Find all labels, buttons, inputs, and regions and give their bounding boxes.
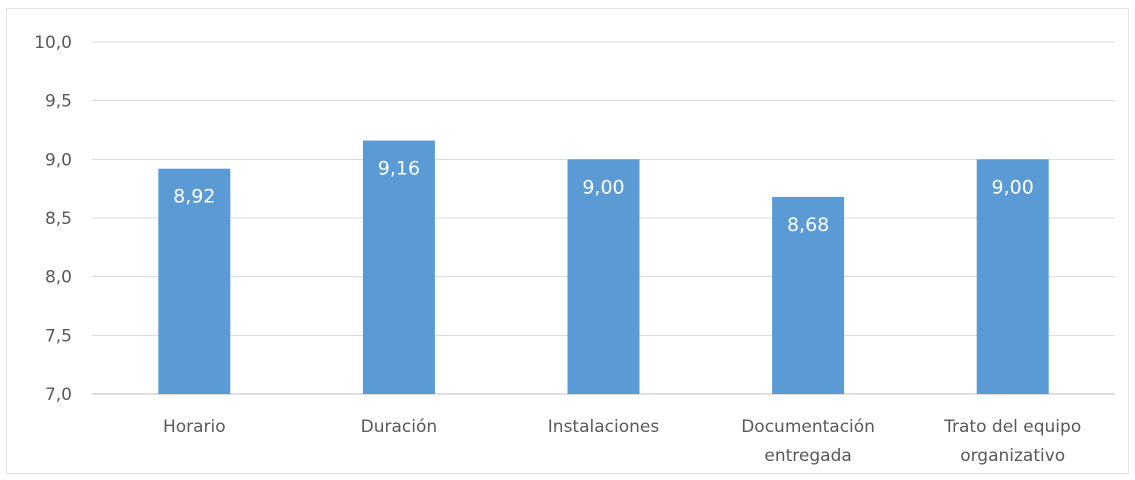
data-labels: 8,92 9,16 9,00 8,68 9,00	[173, 158, 1034, 236]
x-axis-category-labels: Horario Duración Instalaciones Documentació…	[163, 417, 1081, 466]
x-category-label: Horario	[163, 417, 226, 437]
y-tick-label: 7,0	[45, 385, 72, 405]
data-label: 9,00	[992, 176, 1034, 198]
x-category-label: Duración	[361, 417, 438, 437]
y-tick-label: 8,5	[45, 209, 72, 229]
x-category-label: Instalaciones	[548, 417, 660, 437]
bars	[158, 140, 1049, 394]
bar	[158, 168, 231, 394]
y-tick-label: 8,0	[45, 268, 72, 288]
data-label: 8,92	[173, 186, 215, 208]
data-label: 9,16	[378, 158, 420, 180]
data-label: 9,00	[582, 176, 624, 198]
y-tick-label: 9,5	[45, 92, 72, 112]
y-tick-label: 7,5	[45, 326, 72, 346]
x-category-label: Trato del equipo organizativo	[943, 417, 1081, 466]
y-tick-label: 9,0	[45, 150, 72, 170]
x-category-label: Documentación entregada	[741, 417, 875, 466]
bar	[772, 196, 845, 394]
data-label: 8,68	[787, 214, 829, 236]
y-axis-tick-labels: 7,0 7,5 8,0 8,5 9,0 9,5 10,0	[34, 33, 72, 405]
bar	[362, 140, 435, 394]
bar	[567, 159, 640, 394]
bar	[976, 159, 1049, 394]
y-tick-label: 10,0	[34, 33, 72, 53]
